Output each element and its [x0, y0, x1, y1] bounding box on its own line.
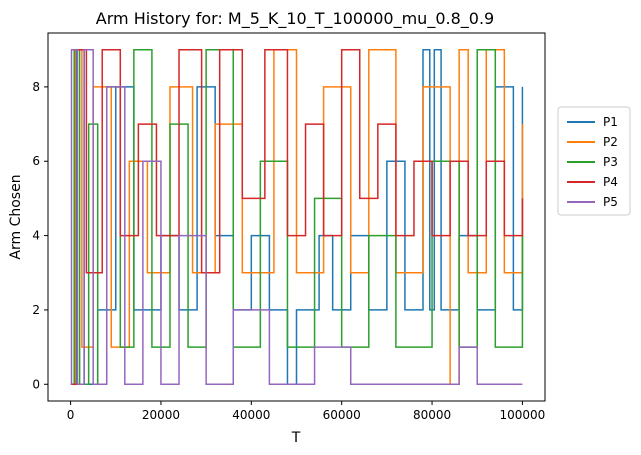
legend-label-p2: P2: [603, 135, 618, 149]
legend-label-p5: P5: [603, 195, 618, 209]
series-line-p4: [70, 48, 524, 386]
x-tick-label: 80000: [413, 408, 451, 422]
legend-label-p3: P3: [603, 155, 618, 169]
plot-frame: [47, 32, 546, 402]
y-tick-label: 0: [32, 377, 40, 391]
y-tick-label: 8: [32, 80, 40, 94]
series-layer: [70, 48, 524, 386]
x-tick-label: 60000: [323, 408, 361, 422]
y-axis: 0 2 4 6 8: [32, 80, 48, 391]
x-tick-label: 40000: [232, 408, 270, 422]
legend: P1 P2 P3 P4 P5: [557, 106, 631, 216]
x-axis-label: T: [291, 430, 301, 446]
series-line-p5: [70, 48, 523, 386]
x-axis: 0 20000 40000 60000 80000 100000: [67, 401, 546, 422]
x-tick-label: 20000: [142, 408, 180, 422]
legend-label-p1: P1: [603, 115, 618, 129]
y-axis-label: Arm Chosen: [8, 174, 24, 259]
chart-title: Arm History for: M_5_K_10_T_100000_mu_0.…: [96, 9, 494, 29]
x-tick-label: 100000: [500, 408, 546, 422]
y-tick-label: 6: [32, 154, 40, 168]
y-tick-label: 2: [32, 303, 40, 317]
legend-label-p4: P4: [603, 175, 618, 189]
plot-area: [47, 32, 546, 402]
x-tick-label: 0: [67, 408, 75, 422]
series-line-p3: [70, 48, 524, 386]
series-line-p2: [70, 48, 524, 386]
y-tick-label: 4: [32, 229, 40, 243]
